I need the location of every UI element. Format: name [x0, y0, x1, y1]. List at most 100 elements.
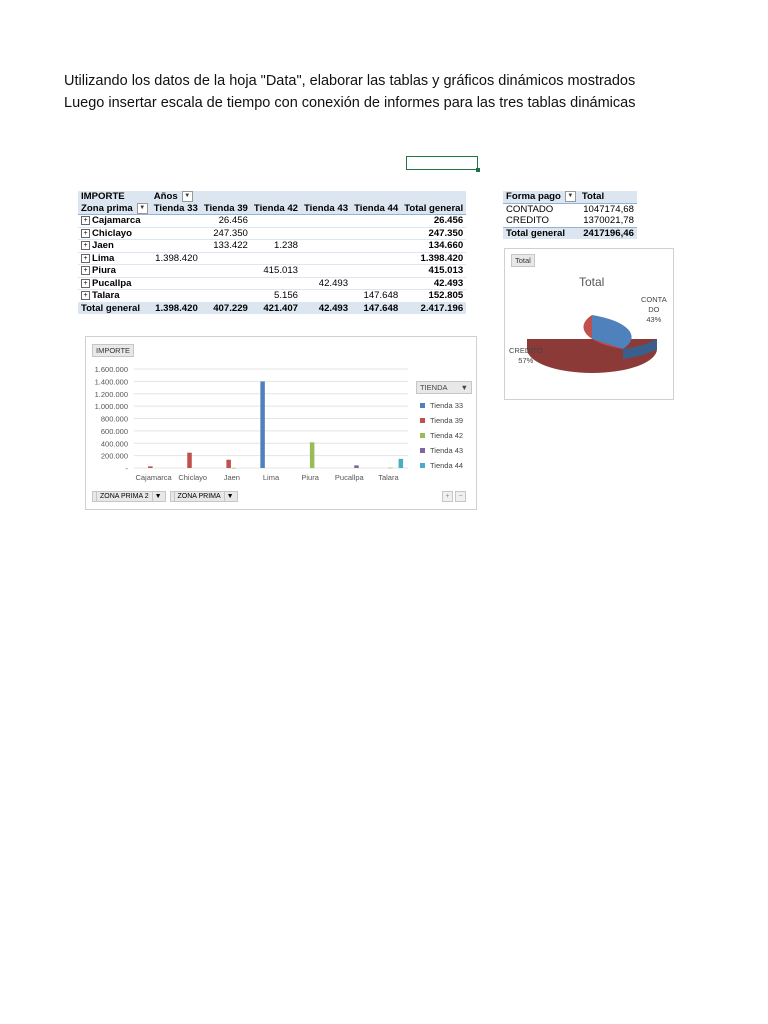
bar[interactable]: [398, 458, 404, 468]
row-label-text: Piura: [92, 265, 116, 277]
total-cell: 42.493: [301, 301, 352, 314]
axis-field-label: ZONA PRIMA 2: [96, 491, 153, 502]
row-label-text: Talara: [92, 290, 120, 302]
expand-icon[interactable]: +: [81, 216, 90, 226]
expand-icon[interactable]: +: [81, 266, 90, 276]
pie-field-chip[interactable]: Total: [511, 254, 535, 267]
selected-cell[interactable]: [406, 156, 480, 172]
row-label-text: Chiclayo: [92, 227, 132, 239]
value-cell: 415.013: [250, 264, 301, 278]
row-label[interactable]: + Talara: [78, 289, 151, 303]
value-cell: [301, 252, 352, 265]
axis-field-button[interactable]: ZONA PRIMA 2 ▼: [92, 491, 166, 502]
value-cell: 1.238: [250, 239, 301, 253]
bar-chart[interactable]: IMPORTE - 200.000 400.000 600.000 800.000 1.0…: [85, 336, 477, 510]
value-cell: [150, 264, 201, 278]
pivot-header-row: Forma pago ▼ Total: [503, 191, 637, 204]
value-cell: [351, 227, 402, 240]
pivot-row-field[interactable]: Forma pago ▼: [503, 191, 579, 204]
pivot-row-field-label: Zona prima: [81, 202, 133, 214]
bar[interactable]: [148, 466, 153, 468]
bar[interactable]: [231, 467, 237, 469]
total-cell: 421.407: [250, 301, 301, 314]
legend-label: Tienda 39: [430, 416, 464, 425]
total-cell: 2.417.196: [401, 301, 467, 314]
bar[interactable]: [354, 465, 359, 468]
chart-legend: TIENDA ▼ Tienda 33 Tienda 39 Tienda 42 Tien…: [416, 381, 472, 473]
legend-title: TIENDA: [420, 383, 448, 392]
pivot-table-importe[interactable]: IMPORTE Años ▼ Zona prima ▼ Tienda 33 Tien…: [78, 191, 467, 314]
expand-button[interactable]: +: [442, 491, 453, 502]
bar[interactable]: [260, 381, 265, 468]
y-tick-label: 1.400.000: [95, 377, 128, 386]
legend-label: Tienda 43: [430, 446, 464, 455]
value-cell: 5.156: [250, 289, 301, 303]
legend-item: Tienda 43: [416, 443, 472, 458]
value-cell: [200, 289, 251, 303]
pie-label-credito: CREDITO 57%: [509, 346, 543, 366]
expand-icon[interactable]: +: [81, 253, 90, 263]
column-header: Tienda 42: [250, 202, 301, 215]
legend-swatch: [420, 433, 425, 438]
value-cell: [250, 214, 301, 228]
total-cell: 407.229: [200, 301, 251, 314]
table-row: + Pucallpa 42.493 42.493: [78, 277, 467, 290]
expand-icon[interactable]: +: [81, 278, 90, 288]
pivot-column-field[interactable]: Años ▼: [150, 191, 201, 203]
column-header: Tienda 43: [301, 202, 352, 215]
filter-dropdown-icon[interactable]: ▼: [564, 191, 576, 203]
y-tick-label: 600.000: [101, 427, 128, 436]
y-tick-label: -: [126, 464, 129, 473]
bar[interactable]: [187, 452, 192, 468]
y-tick-label: 1.000.000: [95, 402, 128, 411]
column-header: Tienda 33: [150, 202, 201, 215]
expand-collapse-buttons: + −: [442, 491, 466, 502]
instructions: Utilizando los datos de la hoja "Data", …: [64, 70, 635, 114]
row-label: CONTADO: [506, 203, 554, 215]
row-label[interactable]: + Chiclayo: [78, 227, 151, 240]
total-cell: 147.648: [351, 301, 402, 314]
legend-field-button[interactable]: TIENDA ▼: [416, 381, 472, 394]
value-cell: [351, 214, 402, 228]
bar[interactable]: [226, 459, 231, 468]
legend-item: Tienda 33: [416, 398, 472, 413]
value-cell: [150, 289, 201, 303]
fill-handle[interactable]: [476, 168, 480, 172]
axis-field-button[interactable]: ZONA PRIMA ▼: [169, 491, 238, 502]
row-label[interactable]: + Jaen: [78, 239, 151, 253]
table-row: + Chiclayo 247.350 247.350: [78, 227, 467, 240]
bar[interactable]: [309, 442, 315, 468]
filter-dropdown-icon[interactable]: ▼: [136, 202, 148, 214]
bar-chart-svg: - 200.000 400.000 600.000 800.000 1.000.000 1.…: [95, 365, 408, 482]
pie-chart[interactable]: Total Total CONTA DO 43% CREDITO 57%: [504, 248, 674, 400]
row-label[interactable]: + Pucallpa: [78, 277, 151, 290]
pie-slice-credito[interactable]: [583, 315, 623, 349]
bar-field-chip[interactable]: IMPORTE: [92, 344, 135, 357]
value-cell: [200, 264, 251, 278]
x-tick-label: Pucallpa: [335, 473, 365, 482]
legend-swatch: [420, 403, 425, 408]
row-label[interactable]: + Cajamarca: [78, 214, 151, 228]
row-label[interactable]: + Piura: [78, 264, 151, 278]
expand-icon[interactable]: +: [81, 228, 90, 238]
row-label[interactable]: + Lima: [78, 252, 151, 265]
y-tick-label: 800.000: [101, 415, 128, 424]
expand-icon[interactable]: +: [81, 291, 90, 301]
pie-slice-contado[interactable]: [592, 315, 632, 349]
value-cell: [200, 277, 251, 290]
value-cell: [301, 289, 352, 303]
value-cell: [250, 252, 301, 265]
pivot-row-field[interactable]: Zona prima ▼: [78, 202, 151, 215]
table-row: + Jaen 133.422 1.238 134.660: [78, 239, 467, 253]
legend-label: Tienda 44: [430, 461, 464, 470]
expand-icon[interactable]: +: [81, 241, 90, 251]
value-cell: 42.493: [301, 277, 352, 290]
collapse-button[interactable]: −: [455, 491, 466, 502]
bar[interactable]: [388, 467, 393, 469]
legend-label: Tienda 33: [430, 401, 464, 410]
chevron-down-icon[interactable]: ▼: [460, 383, 468, 392]
legend-item: Tienda 44: [416, 458, 472, 473]
filter-dropdown-icon[interactable]: ▼: [181, 191, 193, 203]
pie-side-contado: [623, 339, 657, 359]
pivot-table-forma-pago[interactable]: Forma pago ▼ Total CONTADO 1047174,68 CRE…: [503, 191, 637, 239]
